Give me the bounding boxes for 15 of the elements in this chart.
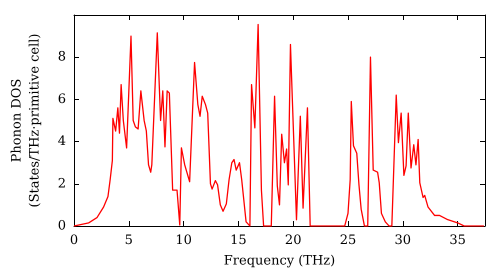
x-tick-label: 5 — [124, 233, 133, 248]
y-tick-label: 0 — [58, 218, 66, 234]
x-tick-label: 35 — [449, 233, 466, 248]
y-tick-label: 2 — [58, 176, 66, 192]
x-axis-title: Frequency (THz) — [224, 253, 336, 268]
x-tick-label: 15 — [230, 233, 247, 248]
y-tick-label: 6 — [58, 92, 66, 107]
y-tick-label: 4 — [58, 134, 66, 150]
x-tick-label: 0 — [70, 233, 78, 248]
x-tick-label: 25 — [340, 233, 356, 248]
y-tick-label: 8 — [58, 50, 66, 65]
x-tick-label: 30 — [394, 233, 412, 248]
x-tick-label: 20 — [284, 233, 302, 248]
x-tick-label: 10 — [175, 233, 192, 248]
y-axis-title: Phonon DOS (States/THz·primitive cell) — [10, 33, 42, 208]
